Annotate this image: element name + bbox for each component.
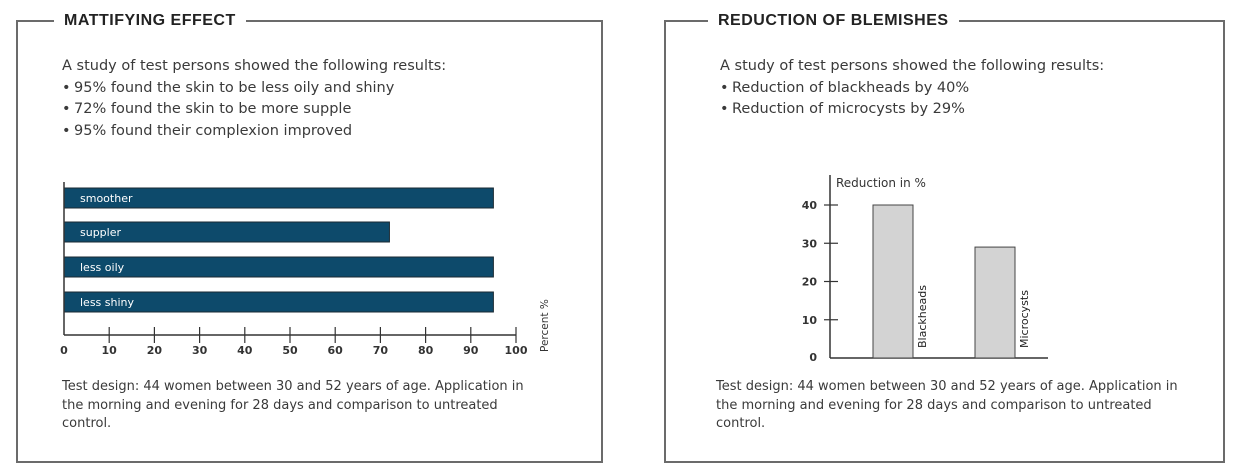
blemishes-test-design: Test design: 44 women between 30 and 52 … bbox=[716, 379, 1178, 431]
y-tick-label: 30 bbox=[802, 237, 818, 250]
bar-label: Blackheads bbox=[916, 285, 929, 348]
bar-label: less oily bbox=[80, 261, 125, 274]
mattifying-intro-block: A study of test persons showed the follo… bbox=[62, 56, 446, 142]
mattifying-bullet: 95% found the skin to be less oily and s… bbox=[62, 78, 446, 100]
y-tick-label: 10 bbox=[802, 314, 818, 327]
blemishes-bullet: Reduction of microcysts by 29% bbox=[720, 99, 1104, 121]
x-axis-label: Percent % bbox=[539, 299, 551, 352]
x-tick-label: 20 bbox=[147, 344, 163, 357]
y-tick-label: 0 bbox=[809, 351, 817, 364]
blemishes-intro: A study of test persons showed the follo… bbox=[720, 58, 1105, 74]
x-tick-label: 100 bbox=[505, 344, 528, 357]
y-tick-label: 40 bbox=[802, 199, 818, 212]
x-tick-label: 40 bbox=[237, 344, 253, 357]
x-tick-label: 60 bbox=[328, 344, 344, 357]
x-tick-label: 50 bbox=[282, 344, 298, 357]
bar-blackheads bbox=[872, 204, 914, 359]
mattifying-bullet: 72% found the skin to be more supple bbox=[62, 99, 446, 121]
mattifying-panel: MATTIFYING EFFECT A study of test person… bbox=[16, 9, 603, 463]
blemishes-intro-block: A study of test persons showed the follo… bbox=[720, 56, 1104, 121]
bar-microcysts bbox=[974, 246, 1016, 359]
y-axis-label: Reduction in % bbox=[836, 176, 926, 190]
bar-less-oily bbox=[63, 256, 494, 278]
mattifying-bullet: 95% found their complexion improved bbox=[62, 121, 446, 143]
blemishes-bullet: Reduction of blackheads by 40% bbox=[720, 78, 1104, 100]
mattifying-title: MATTIFYING EFFECT bbox=[54, 9, 246, 33]
bar-label: Microcysts bbox=[1018, 290, 1031, 348]
x-tick-label: 90 bbox=[463, 344, 479, 357]
x-tick-label: 10 bbox=[102, 344, 118, 357]
mattifying-bullet-list: 95% found the skin to be less oily and s… bbox=[62, 78, 446, 143]
y-tick-label: 20 bbox=[802, 276, 818, 289]
x-tick-label: 30 bbox=[192, 344, 208, 357]
mattifying-intro: A study of test persons showed the follo… bbox=[62, 58, 447, 74]
x-tick-label: 70 bbox=[373, 344, 389, 357]
blemishes-title: REDUCTION OF BLEMISHES bbox=[708, 9, 959, 33]
x-tick-label: 80 bbox=[418, 344, 434, 357]
bar-label: smoother bbox=[80, 192, 133, 205]
mattifying-test-design: Test design: 44 women between 30 and 52 … bbox=[62, 379, 524, 431]
blemishes-bullet-list: Reduction of blackheads by 40% Reduction… bbox=[720, 78, 1104, 121]
bar-label: suppler bbox=[80, 226, 121, 239]
x-tick-label: 0 bbox=[60, 344, 68, 357]
bar-label: less shiny bbox=[80, 296, 135, 309]
blemishes-panel: REDUCTION OF BLEMISHES A study of test p… bbox=[664, 9, 1225, 463]
